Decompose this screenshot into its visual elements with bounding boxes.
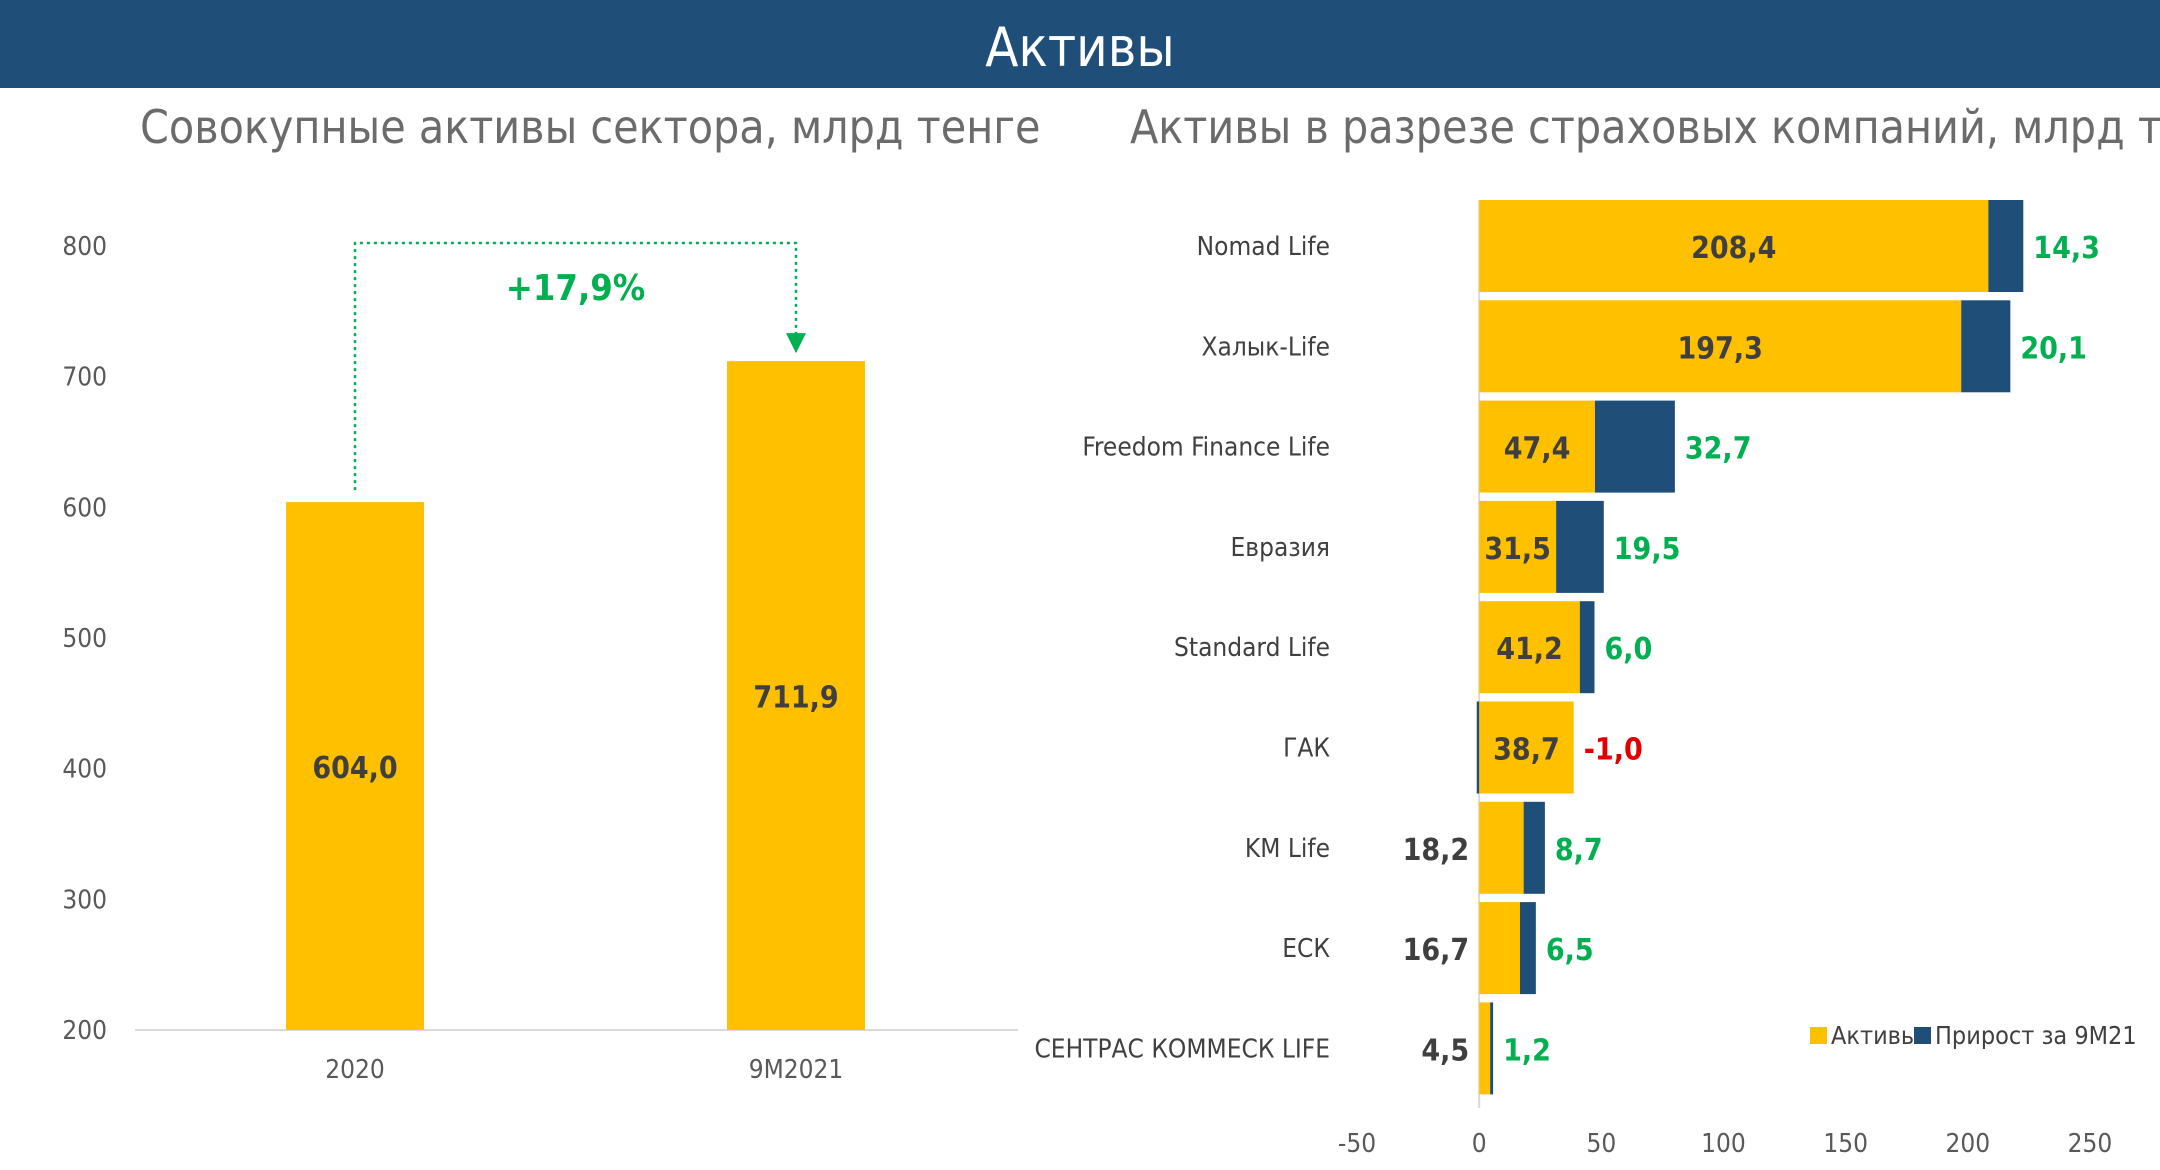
assets-value-label: 38,7 <box>1493 733 1560 768</box>
category-label: Халык-Life <box>1201 332 1330 362</box>
page-title: Активы <box>985 16 1175 79</box>
x-tick-label: 9M2021 <box>749 1055 844 1085</box>
growth-value-label: -1,0 <box>1584 733 1643 768</box>
right-chart-title: Активы в разрезе страховых компаний, млр… <box>1130 100 2160 154</box>
bar-assets <box>1479 801 1524 894</box>
bar-assets <box>1479 500 1557 593</box>
bar-assets <box>1479 902 1520 995</box>
bar-assets <box>1479 200 1989 292</box>
assets-value-label: 197,3 <box>1678 331 1763 366</box>
bar-assets <box>1479 300 1962 393</box>
growth-arrow-head <box>786 333 806 354</box>
assets-value-label: 16,7 <box>1403 933 1470 968</box>
x-tick-label: 0 <box>1472 1129 1487 1159</box>
y-tick-label: 500 <box>62 624 107 654</box>
assets-value-label: 31,5 <box>1484 532 1551 567</box>
bar-growth <box>1519 902 1536 995</box>
bar-growth <box>1594 400 1675 493</box>
category-label: ЕСК <box>1282 934 1330 964</box>
growth-value-label: 32,7 <box>1685 432 1752 467</box>
assets-value-label: 47,4 <box>1504 432 1571 467</box>
category-label: Freedom Finance Life <box>1082 433 1330 463</box>
growth-value-label: 6,0 <box>1604 632 1652 667</box>
growth-arrow-line <box>353 241 798 491</box>
bar-growth <box>1490 1002 1494 1095</box>
y-tick-label: 600 <box>62 493 107 523</box>
bar-assets <box>1479 601 1580 694</box>
bar-growth <box>1556 500 1604 593</box>
bar-assets <box>1479 400 1595 493</box>
bar <box>286 502 424 1030</box>
growth-value-label: 20,1 <box>2020 331 2087 366</box>
x-tick-label: 250 <box>2068 1129 2113 1159</box>
category-label: ГАК <box>1283 734 1330 764</box>
category-label: KM Life <box>1245 834 1330 864</box>
y-tick-label: 800 <box>62 232 107 262</box>
y-tick-label: 300 <box>62 885 107 915</box>
category-label: Standard Life <box>1174 633 1330 663</box>
assets-value-label: 18,2 <box>1403 833 1470 868</box>
bar-growth <box>1523 801 1545 894</box>
bar-assets <box>1479 1002 1491 1095</box>
growth-value-label: 1,2 <box>1503 1033 1551 1068</box>
bar-value-label: 711,9 <box>753 681 838 716</box>
bar-growth <box>1988 200 2024 292</box>
y-tick-label: 200 <box>62 1016 107 1046</box>
category-label: Nomad Life <box>1197 232 1330 262</box>
growth-value-label: 19,5 <box>1614 532 1681 567</box>
legend-label-growth: Прирост за 9М21 <box>1935 1021 2137 1050</box>
legend-label-assets: Активы <box>1831 1021 1919 1050</box>
x-tick-label: 50 <box>1586 1129 1616 1159</box>
x-tick-label: 100 <box>1701 1129 1746 1159</box>
assets-value-label: 208,4 <box>1691 231 1776 266</box>
growth-annotation: +17,9% <box>506 268 646 309</box>
x-tick-label: 150 <box>1823 1129 1868 1159</box>
header-bar: Активы <box>0 0 2160 88</box>
y-tick-label: 700 <box>62 363 107 393</box>
x-tick-label: 200 <box>1946 1129 1991 1159</box>
growth-value-label: 6,5 <box>1546 933 1594 968</box>
category-label: СЕНТРАС КОММЕСК LIFE <box>1034 1034 1330 1064</box>
legend-swatch-growth <box>1914 1027 1931 1044</box>
category-label: Евразия <box>1231 533 1330 563</box>
growth-value-label: 14,3 <box>2033 231 2100 266</box>
bar-assets <box>1479 701 1574 794</box>
x-tick-label: -50 <box>1338 1129 1376 1159</box>
bar-growth <box>1579 601 1595 694</box>
legend-swatch-assets <box>1810 1027 1827 1044</box>
bar-growth <box>1961 300 2011 393</box>
left-chart-title: Совокупные активы сектора, млрд тенге <box>140 100 1041 154</box>
assets-value-label: 4,5 <box>1421 1033 1469 1068</box>
growth-value-label: 8,7 <box>1555 833 1603 868</box>
bar-growth <box>1476 701 1480 794</box>
assets-value-label: 41,2 <box>1496 632 1563 667</box>
x-tick-label: 2020 <box>325 1055 385 1085</box>
bar <box>727 361 865 1031</box>
bar-value-label: 604,0 <box>312 751 397 786</box>
y-tick-label: 400 <box>62 755 107 785</box>
